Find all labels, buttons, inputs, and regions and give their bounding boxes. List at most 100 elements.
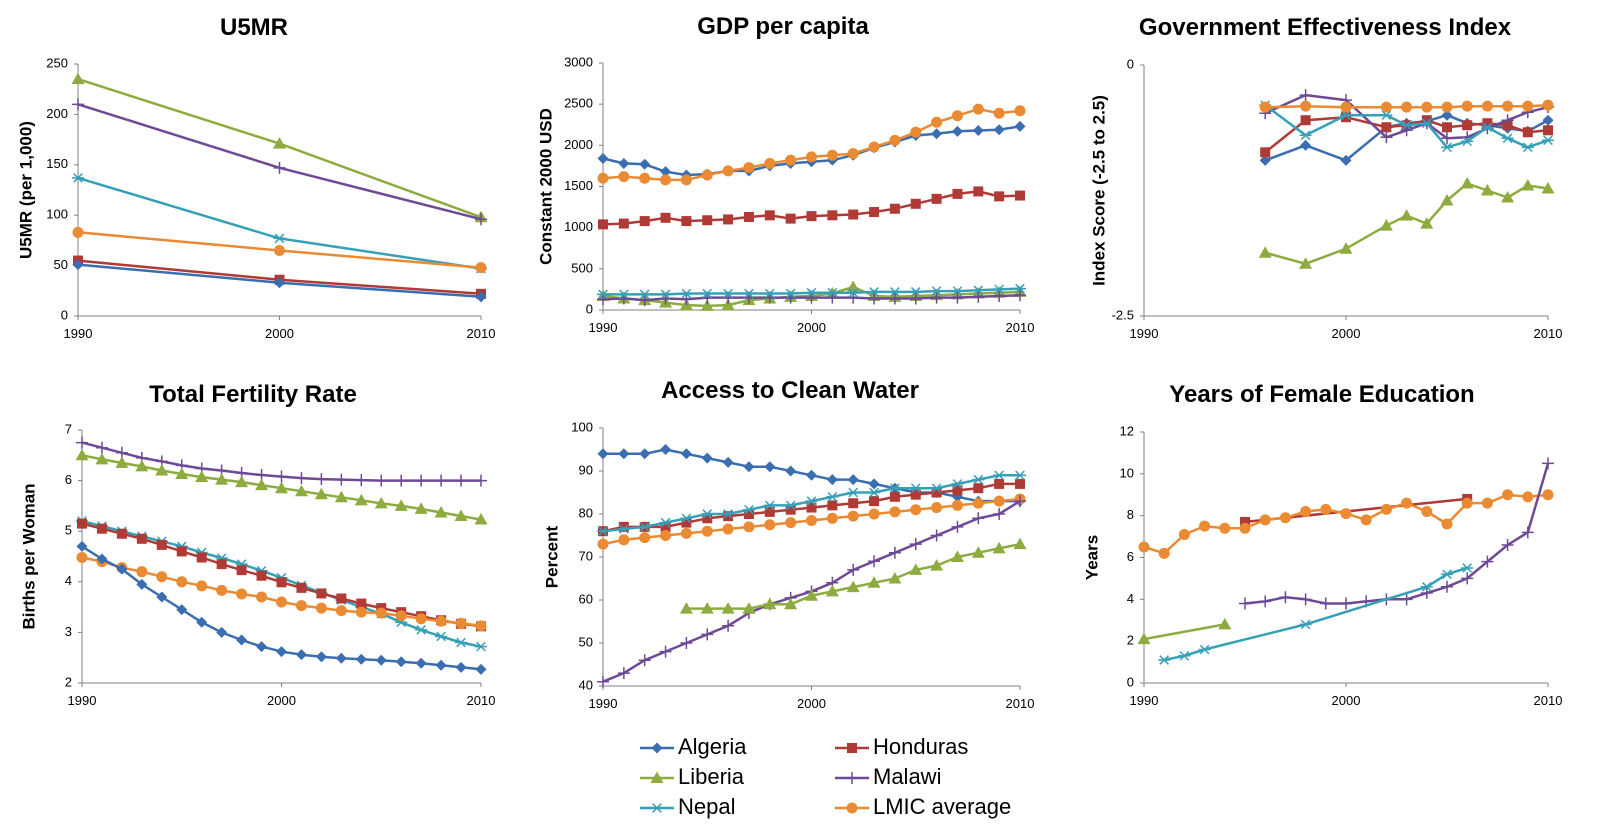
data-point-nepal — [1441, 569, 1453, 580]
data-point-malawi — [375, 474, 388, 487]
data-point-honduras — [216, 559, 227, 570]
y-axis-label: Constant 2000 USD — [536, 108, 555, 265]
data-point-nepal — [909, 287, 922, 297]
data-point-honduras — [196, 552, 207, 563]
data-point-lmic-average — [639, 532, 651, 544]
data-point-honduras — [1381, 122, 1392, 133]
data-point-honduras — [785, 504, 796, 515]
data-point-honduras — [723, 511, 734, 522]
data-point-nepal — [784, 500, 797, 511]
data-point-liberia — [354, 493, 368, 506]
data-point-honduras — [994, 478, 1005, 489]
data-point-algeria — [395, 656, 407, 668]
chart-panel-government-effectiveness-index: Government Effectiveness Index Index Scor… — [1089, 14, 1562, 341]
data-point-honduras — [660, 212, 671, 223]
x-tick-label: 2000 — [1332, 326, 1361, 341]
y-tick-label: 5 — [65, 523, 72, 538]
data-point-algeria — [868, 478, 880, 490]
data-point-liberia — [1218, 617, 1232, 630]
data-point-liberia — [950, 550, 964, 562]
data-point-nepal — [1299, 619, 1312, 630]
series-nepal — [1158, 563, 1474, 665]
data-point-malawi — [1441, 132, 1453, 145]
data-point-lmic-average — [660, 174, 672, 186]
x-tick-label: 2010 — [1006, 696, 1035, 711]
data-point-lmic-average — [76, 552, 88, 564]
data-point-lmic-average — [375, 607, 387, 619]
x-tick-label: 1990 — [1130, 326, 1159, 341]
data-point-algeria — [274, 277, 285, 289]
y-tick-label: 0 — [586, 301, 593, 316]
data-point-algeria — [597, 448, 609, 460]
data-point-lmic-average — [847, 148, 859, 160]
data-point-liberia — [175, 467, 189, 480]
data-point-liberia — [71, 72, 85, 85]
x-tick-label: 1990 — [589, 320, 618, 335]
series-liberia — [1258, 176, 1555, 269]
chart-panel-years-of-female-education: Years of Female Education Years 0 2 4 6 8 10 12 1… — [1082, 381, 1562, 708]
data-point-lmic-average — [156, 571, 168, 583]
data-point-algeria — [1300, 139, 1312, 151]
data-point-lmic-average — [660, 530, 672, 541]
chart-panel-access-to-clean-water: Access to Clean Water Percent 40 50 60 70 80 90… — [542, 377, 1034, 711]
data-point-lmic-average — [826, 512, 838, 524]
data-point-lmic-average — [1421, 101, 1433, 113]
data-point-liberia — [721, 298, 735, 311]
data-point-malawi — [1299, 593, 1312, 606]
data-point-honduras — [639, 216, 650, 227]
y-tick-label: 100 — [571, 419, 593, 434]
data-point-malawi — [1400, 593, 1413, 606]
data-point-malawi — [72, 98, 84, 111]
data-point-lmic-average — [889, 134, 901, 146]
data-point-lmic-average — [1138, 541, 1150, 553]
y-tick-label: 150 — [46, 156, 68, 171]
data-point-malawi — [1340, 597, 1352, 610]
data-point-algeria — [639, 158, 651, 170]
data-point-nepal — [701, 509, 714, 519]
data-point-lmic-average — [764, 157, 776, 169]
data-point-malawi — [335, 473, 348, 486]
data-point-malawi — [701, 628, 714, 641]
data-point-honduras — [681, 517, 692, 528]
data-point-algeria — [475, 663, 487, 675]
data-point-liberia — [115, 456, 129, 468]
data-point-nepal — [1481, 122, 1494, 133]
data-point-malawi — [868, 292, 881, 305]
data-point-liberia — [763, 597, 777, 610]
series-malawi — [72, 98, 487, 226]
y-axis-label: Percent — [542, 525, 561, 588]
data-point-lmic-average — [1360, 514, 1372, 526]
series-line-liberia — [1143, 623, 1226, 641]
data-point-honduras — [598, 219, 608, 230]
y-tick-label: 3 — [65, 624, 72, 639]
legend-marker — [651, 742, 663, 754]
data-point-malawi — [722, 619, 735, 632]
data-point-honduras — [136, 533, 147, 544]
x-tick-label: 2010 — [1534, 326, 1563, 341]
data-point-honduras — [116, 528, 127, 539]
y-tick-label: 1000 — [564, 219, 593, 234]
data-point-lmic-average — [1199, 520, 1211, 532]
data-point-nepal — [993, 470, 1006, 481]
data-point-honduras — [806, 211, 817, 222]
data-point-honduras — [618, 521, 629, 532]
chart-title: Years of Female Education — [1169, 381, 1474, 408]
data-point-lmic-average — [868, 508, 880, 520]
data-point-malawi — [435, 474, 448, 487]
data-point-malawi — [1380, 131, 1393, 144]
data-point-honduras — [848, 209, 859, 220]
data-point-nepal — [1014, 283, 1026, 294]
legend-label: Malawi — [873, 764, 941, 789]
data-point-honduras — [1462, 120, 1473, 131]
data-point-liberia — [95, 452, 109, 465]
data-point-malawi — [95, 441, 108, 454]
data-point-nepal — [972, 285, 985, 296]
data-point-liberia — [255, 478, 269, 491]
data-point-lmic-average — [1461, 100, 1473, 112]
data-point-nepal — [659, 289, 672, 300]
data-point-liberia — [195, 470, 209, 483]
data-point-liberia — [825, 584, 839, 597]
data-point-lmic-average — [722, 165, 734, 177]
data-point-lmic-average — [1522, 491, 1534, 503]
y-tick-label: 0 — [61, 307, 68, 322]
